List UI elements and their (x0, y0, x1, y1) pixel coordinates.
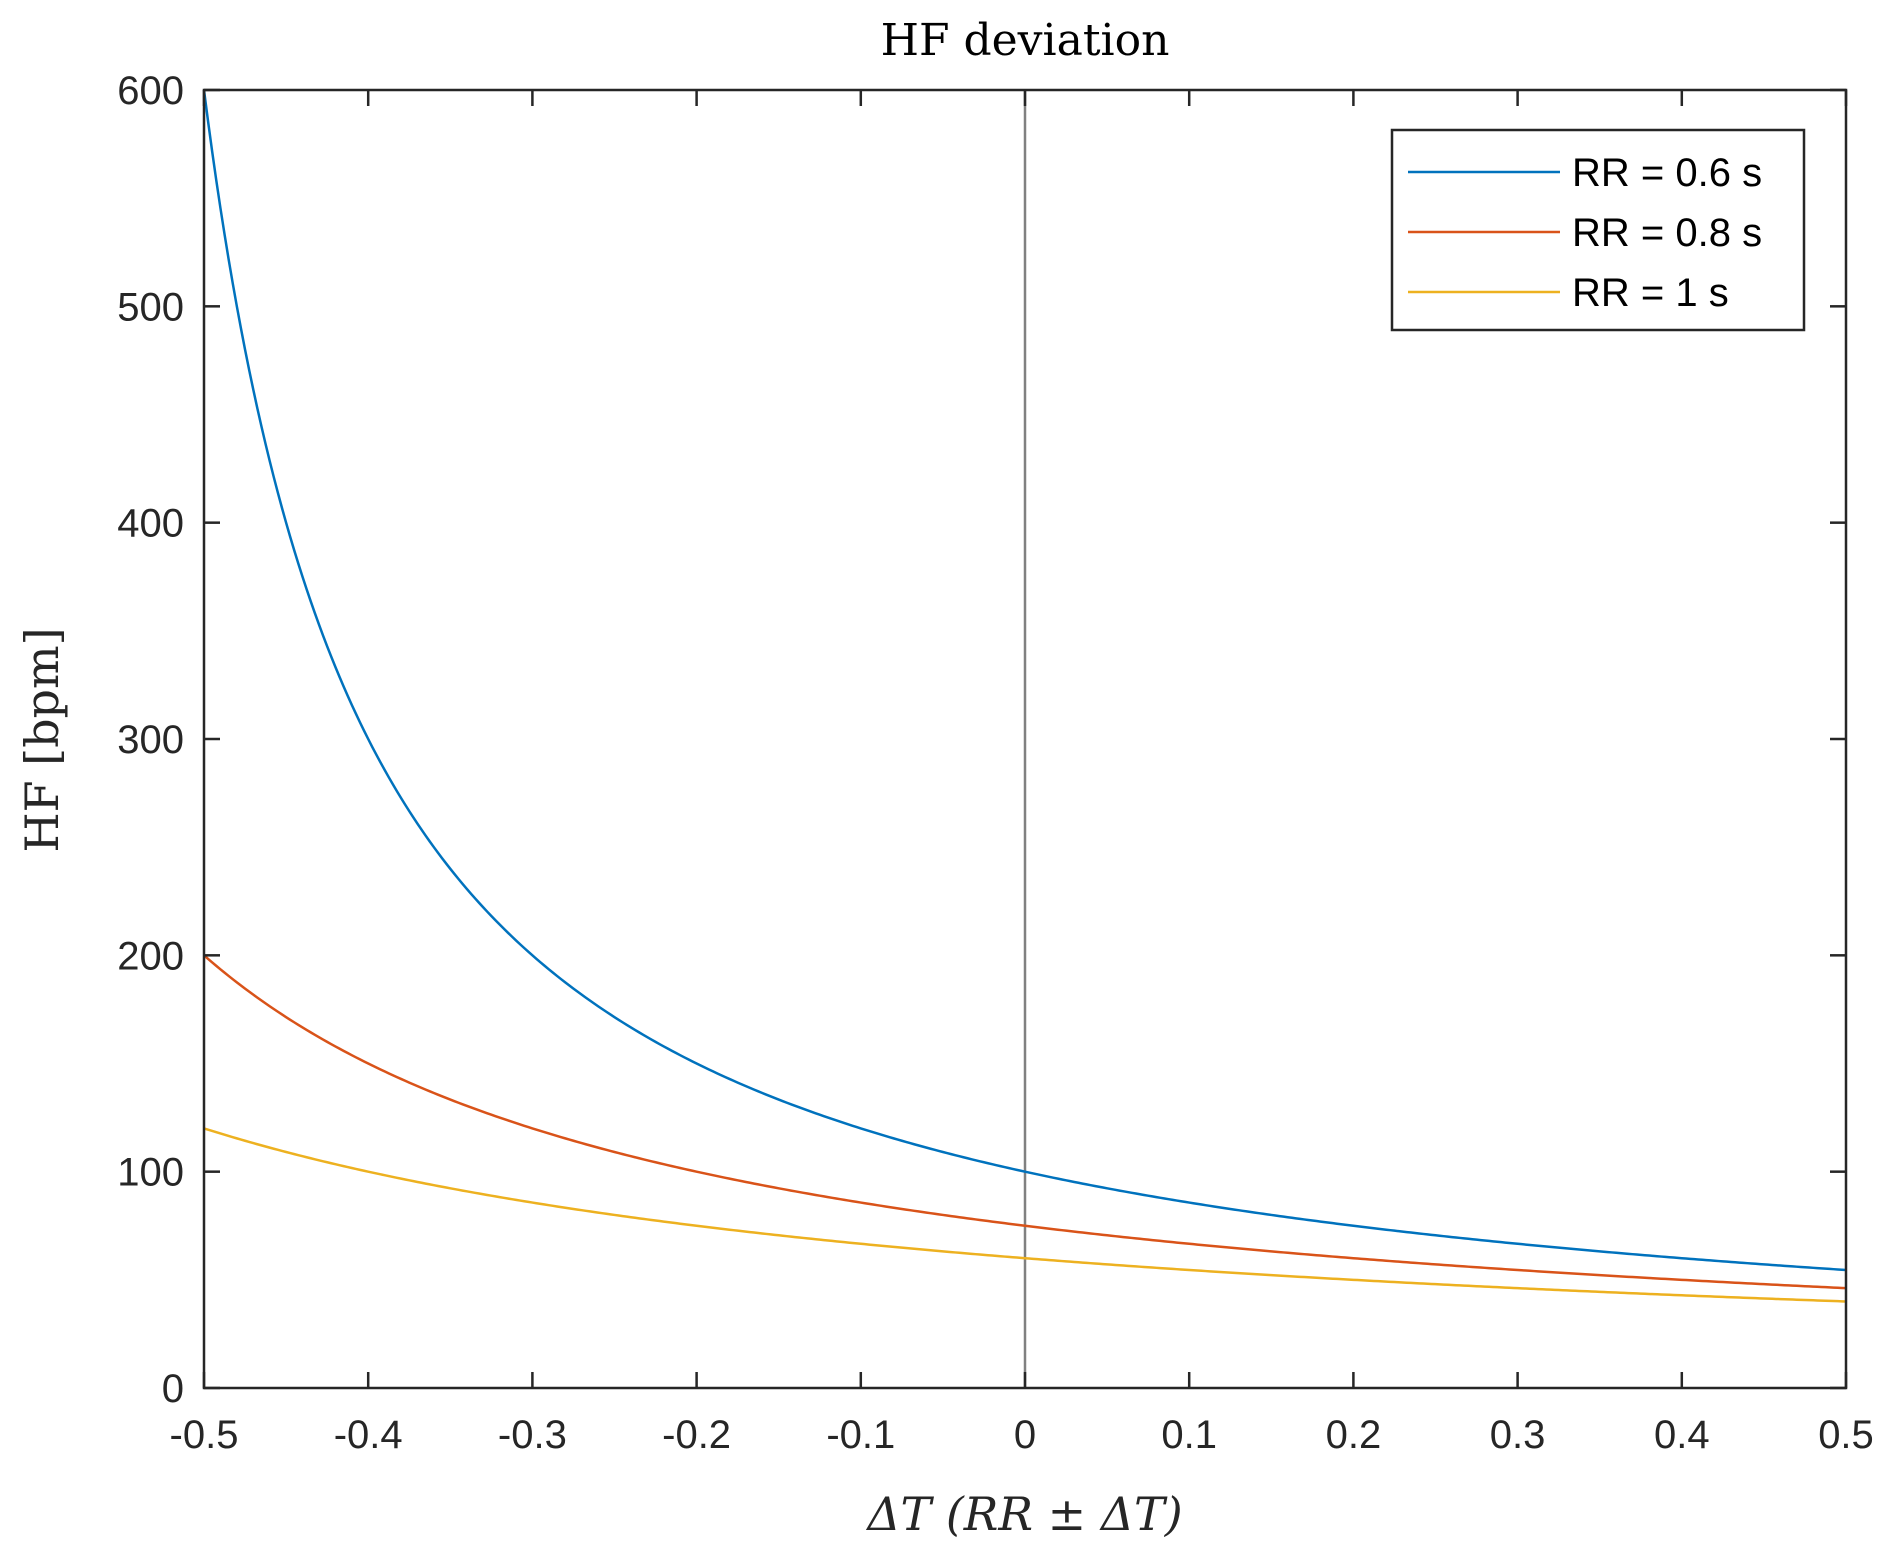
legend: RR = 0.6 s RR = 0.8 s RR = 1 s (1390, 128, 1806, 332)
legend-label-3: RR = 1 s (1572, 271, 1729, 315)
x-tick-label: 0.3 (1490, 1413, 1546, 1457)
x-tick-label: -0.3 (498, 1413, 567, 1457)
y-tick-label: 600 (117, 69, 184, 113)
x-tick-label: -0.1 (826, 1413, 895, 1457)
plot-area: -0.5 -0.4 -0.3 -0.2 -0.1 0 0.1 0.2 0.3 0.4 0.5 0 100… (117, 69, 1874, 1457)
legend-label-2: RR = 0.8 s (1572, 211, 1762, 255)
y-tick-label: 400 (117, 502, 184, 546)
x-tick-label: 0.5 (1818, 1413, 1874, 1457)
x-tick-label: 0.4 (1654, 1413, 1710, 1457)
legend-box (1390, 128, 1806, 332)
y-tick-label: 200 (117, 934, 184, 978)
legend-label-1: RR = 0.6 s (1572, 151, 1762, 195)
series-line-2 (203, 954, 1847, 1290)
x-axis-label: ΔT (RR ± ΔT) (865, 1487, 1182, 1541)
series-line-1 (202, 89, 1847, 1272)
y-tick-label: 500 (117, 285, 184, 329)
x-tick-label: 0.2 (1326, 1413, 1382, 1457)
y-axis-label: HF [bpm] (15, 627, 69, 852)
y-tick-label: 100 (117, 1151, 184, 1195)
x-tick-label: 0 (1014, 1413, 1036, 1457)
series-line-3 (203, 1127, 1847, 1303)
x-tick-label: -0.4 (334, 1413, 403, 1457)
chart-title: HF deviation (881, 15, 1170, 66)
x-tick-label: -0.5 (170, 1413, 239, 1457)
x-tick-label: -0.2 (662, 1413, 731, 1457)
x-tick-label: 0.1 (1161, 1413, 1217, 1457)
y-tick-label: 300 (117, 718, 184, 762)
y-tick-label: 0 (162, 1367, 184, 1411)
